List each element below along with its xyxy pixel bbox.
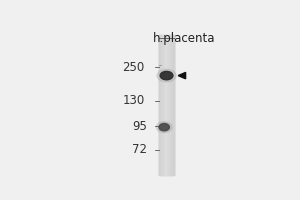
Ellipse shape: [160, 71, 173, 80]
Text: 130: 130: [122, 95, 145, 108]
Text: 250: 250: [122, 61, 145, 74]
Bar: [159, 35, 174, 175]
Polygon shape: [178, 72, 186, 79]
Text: 72: 72: [132, 143, 147, 156]
Text: 95: 95: [132, 120, 147, 133]
Ellipse shape: [156, 122, 172, 133]
Ellipse shape: [157, 69, 176, 82]
Ellipse shape: [159, 123, 169, 131]
Text: h.placenta: h.placenta: [153, 32, 215, 45]
